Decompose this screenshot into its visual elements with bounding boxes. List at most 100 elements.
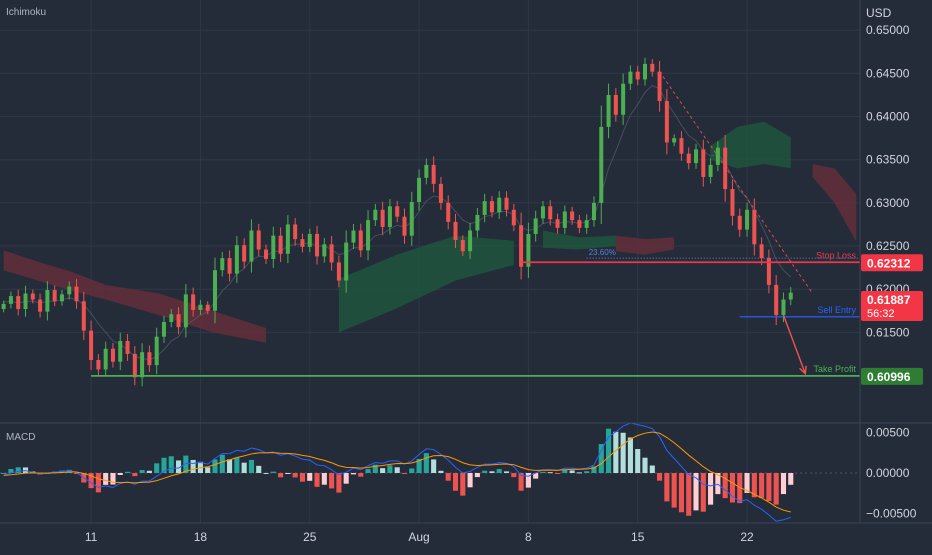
candle-body xyxy=(387,206,392,228)
cloud-segment xyxy=(710,121,791,169)
macd-line xyxy=(3,422,791,522)
candle-body xyxy=(511,209,516,226)
candle-body xyxy=(584,220,589,228)
price-tick-label: 0.63000 xyxy=(866,196,910,210)
candle-body xyxy=(606,94,611,127)
take-profit-price-tag xyxy=(861,367,923,385)
macd-histogram-bar xyxy=(664,473,670,502)
candle-body xyxy=(591,202,596,221)
candle-body xyxy=(781,299,786,316)
projection-arrow-shaft xyxy=(782,314,806,375)
macd-histogram-bar xyxy=(766,473,772,501)
macd-histogram-bar xyxy=(161,457,167,473)
macd-histogram-bar xyxy=(533,473,539,479)
indicator-label-ichimoku[interactable]: Ichimoku xyxy=(6,7,46,18)
candle-body xyxy=(621,83,626,115)
macd-histogram-bar xyxy=(248,459,254,473)
macd-histogram-bar xyxy=(431,459,437,473)
current-price-tag xyxy=(861,290,923,321)
candle-body xyxy=(417,177,422,203)
macd-histogram-bar xyxy=(474,473,480,478)
macd-histogram-bar xyxy=(467,473,473,488)
candle-body xyxy=(635,71,640,80)
candle-body xyxy=(351,230,356,243)
candle-body xyxy=(664,101,669,143)
candle-body xyxy=(737,215,742,230)
candle-body xyxy=(438,183,443,203)
macd-histogram-bar xyxy=(460,473,466,496)
macd-histogram-bar xyxy=(358,473,364,477)
candle-body xyxy=(249,230,254,262)
candle-body xyxy=(446,202,451,222)
candle-body xyxy=(519,225,524,267)
time-tick-label: Aug xyxy=(408,530,429,544)
candle-body xyxy=(395,206,400,217)
candle-body xyxy=(45,290,50,312)
macd-histogram-bar xyxy=(627,437,633,473)
candle-body xyxy=(613,94,618,115)
take-profit-price-value: 0.60996 xyxy=(867,370,911,384)
macd-histogram-bar xyxy=(176,460,182,473)
macd-histogram-bar xyxy=(525,473,531,488)
candle-body xyxy=(540,206,545,219)
candle-body xyxy=(8,296,13,304)
candle-body xyxy=(1,303,6,310)
indicator-label-macd[interactable]: MACD xyxy=(6,432,35,443)
candle-body xyxy=(336,262,341,281)
macd-histogram-bar xyxy=(212,459,218,473)
candle-body xyxy=(409,202,414,236)
macd-histogram-bar xyxy=(584,471,590,473)
macd-histogram-bar xyxy=(321,473,327,485)
candle-body xyxy=(103,348,108,370)
candle-body xyxy=(562,211,567,228)
macd-histogram-bar xyxy=(562,469,568,473)
macd-histogram-bar xyxy=(496,469,502,473)
candle-body xyxy=(730,189,735,216)
candle-body xyxy=(752,209,757,245)
candle-body xyxy=(533,218,538,234)
candle-body xyxy=(329,244,334,263)
candle-body xyxy=(16,296,21,310)
candle-body xyxy=(774,284,779,316)
macd-histogram-bar xyxy=(759,473,765,498)
macd-histogram-bar xyxy=(744,473,750,493)
candle-body xyxy=(118,340,123,362)
candle-body xyxy=(293,224,298,240)
macd-histogram-bar xyxy=(671,473,677,508)
candle-body xyxy=(453,221,458,240)
candle-body xyxy=(745,209,750,230)
macd-histogram-bar xyxy=(693,473,699,511)
fib-label: 23.60% xyxy=(589,248,616,257)
macd-histogram-bar xyxy=(278,473,284,478)
candles-layer xyxy=(1,57,793,387)
candle-body xyxy=(169,314,174,322)
candle-body xyxy=(198,304,203,310)
macd-histogram-bar xyxy=(780,473,787,495)
candle-body xyxy=(424,164,429,178)
candle-body xyxy=(220,258,225,271)
candle-body xyxy=(672,138,677,143)
signal-line xyxy=(3,431,791,513)
macd-histogram-bar xyxy=(642,457,648,473)
macd-histogram-bar xyxy=(576,472,582,474)
cloud-segment xyxy=(3,250,106,300)
macd-tick-label: 0.00500 xyxy=(866,426,910,440)
macd-histogram-bar xyxy=(8,469,14,473)
candle-body xyxy=(577,220,582,228)
candle-body xyxy=(38,299,43,312)
macd-histogram-bar xyxy=(365,469,371,473)
macd-layer xyxy=(1,422,794,522)
price-tick-label: 0.61500 xyxy=(866,325,910,339)
candle-body xyxy=(679,138,684,154)
candle-body xyxy=(460,239,465,252)
macd-histogram-bar xyxy=(649,465,655,473)
macd-histogram-bar xyxy=(241,462,247,473)
macd-histogram-bar xyxy=(205,467,211,473)
macd-histogram-bar xyxy=(124,471,131,473)
candle-body xyxy=(205,304,210,311)
price-tick-label: 0.64000 xyxy=(866,110,910,124)
macd-histogram-bar xyxy=(329,473,335,489)
